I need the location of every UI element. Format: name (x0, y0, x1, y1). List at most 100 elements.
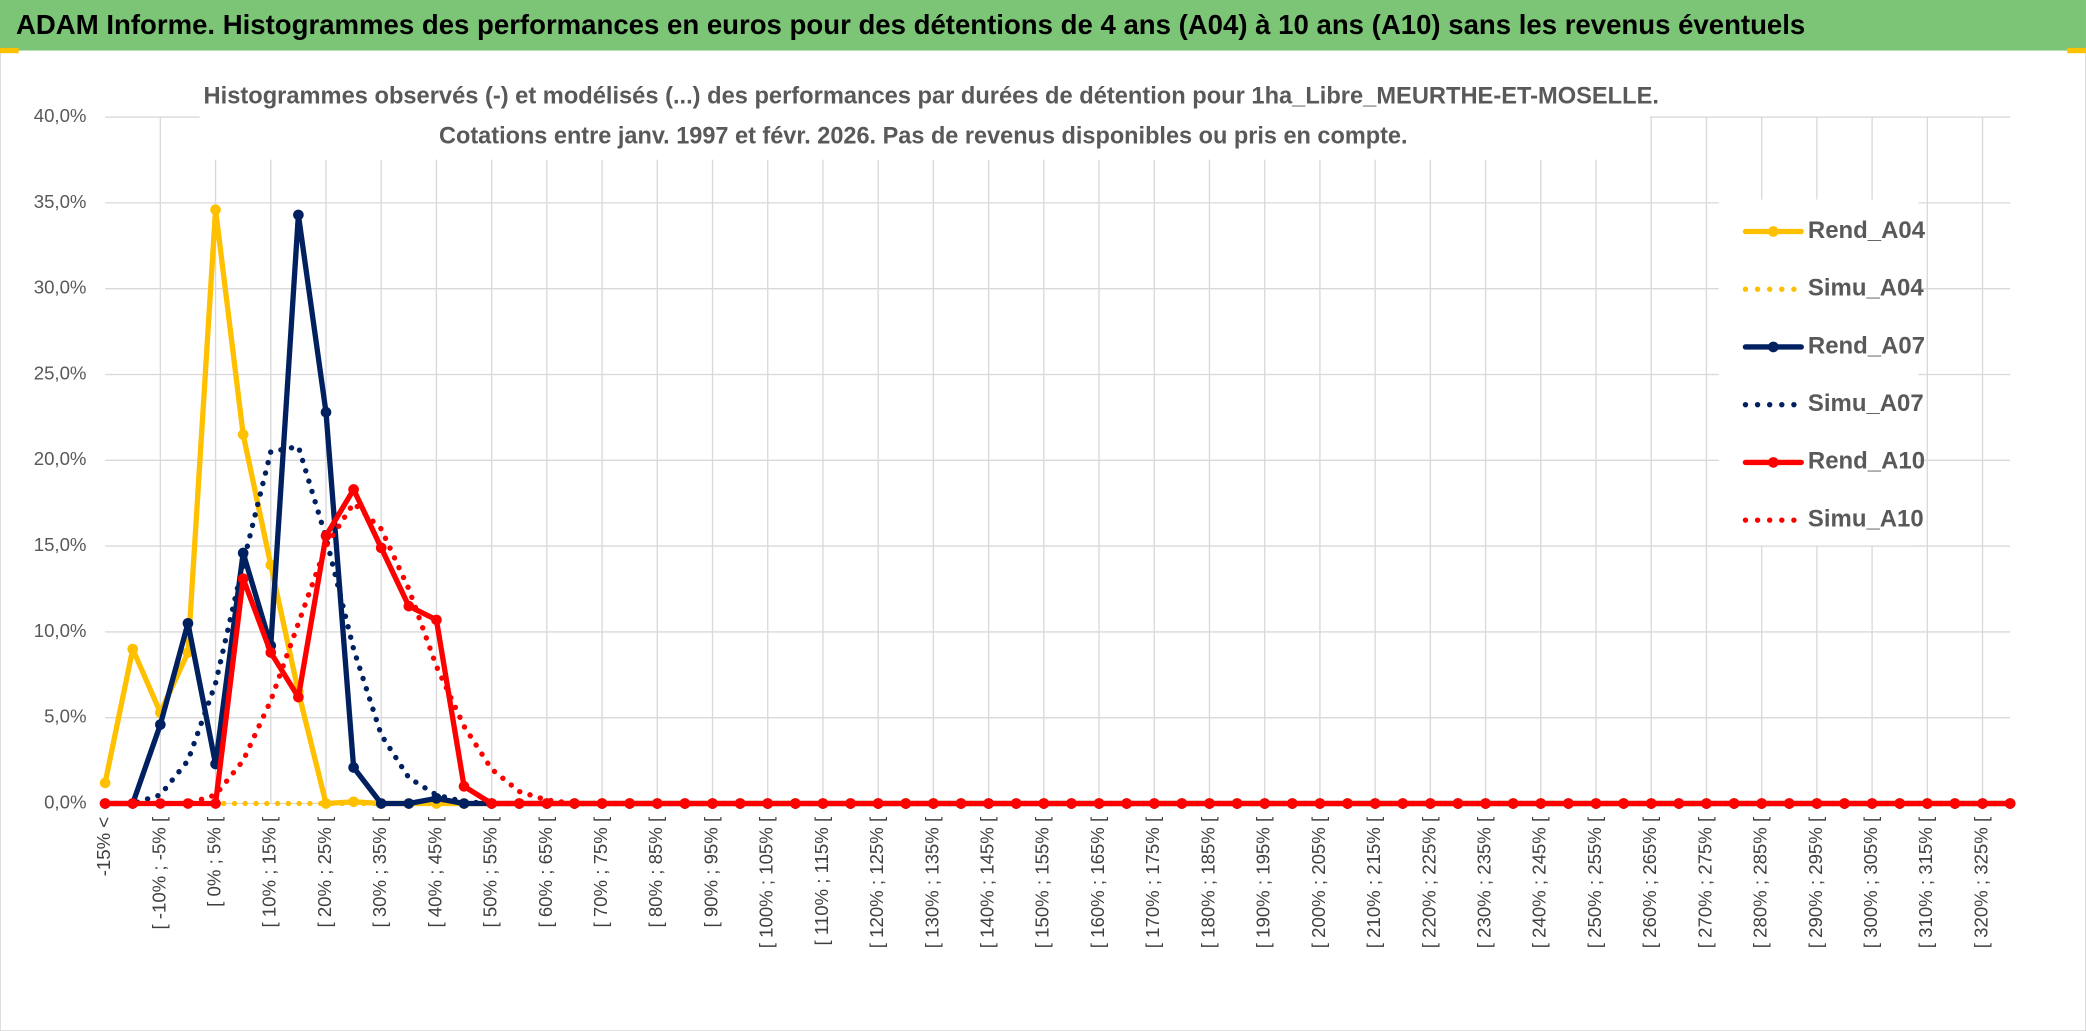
point-marker (1121, 798, 1132, 809)
point-marker (1259, 798, 1271, 809)
point-marker (375, 542, 387, 554)
point-marker (1866, 798, 1878, 809)
point-marker (790, 798, 801, 809)
point-marker (486, 798, 497, 809)
legend-label: Simu_A04 (1808, 275, 1924, 302)
x-tick-label: [ 170% ; 175% [ (1142, 816, 1163, 948)
point-marker (182, 618, 194, 629)
point-marker (320, 530, 332, 542)
x-tick-label: [ 300% ; 305% [ (1860, 816, 1881, 948)
point-marker (679, 798, 691, 809)
x-tick-label: [ 280% ; 285% [ (1750, 816, 1771, 948)
point-marker (1811, 798, 1823, 809)
legend-label: Rend_A04 (1808, 217, 1926, 244)
point-marker (127, 643, 139, 655)
point-marker (320, 406, 332, 418)
y-tick-label: 10,0% (34, 620, 87, 641)
point-marker (375, 798, 387, 809)
point-marker (210, 798, 221, 809)
point-marker (155, 719, 166, 730)
x-tick-label: [ 90% ; 95% [ (700, 816, 721, 928)
x-tick-label: [ 40% ; 45% [ (424, 816, 445, 928)
x-tick-label: [ 270% ; 275% [ (1694, 816, 1715, 948)
x-tick-label: [ -10% ; -5% [ (148, 816, 169, 930)
point-marker (431, 614, 442, 626)
point-marker (1231, 798, 1243, 809)
point-marker (2004, 798, 2016, 809)
y-tick-label: 35,0% (34, 191, 87, 212)
point-marker (348, 484, 359, 495)
point-marker (99, 777, 111, 789)
title-background (199, 77, 1650, 160)
y-tick-label: 40,0% (34, 105, 87, 126)
x-tick-label: [ 260% ; 265% [ (1639, 816, 1660, 948)
point-marker (1949, 798, 1961, 809)
legend-marker (1768, 226, 1779, 237)
legend-marker (1768, 341, 1779, 353)
x-tick-label: [ 220% ; 225% [ (1418, 816, 1439, 948)
point-marker (1066, 798, 1077, 809)
point-marker (293, 691, 304, 703)
x-tick-label: [ 50% ; 55% [ (480, 816, 501, 928)
point-marker (1314, 798, 1326, 809)
x-tick-label: [ 120% ; 125% [ (866, 816, 887, 948)
x-tick-label: [ 70% ; 75% [ (590, 816, 611, 928)
chart-title: Histogrammes observés (-) et modélisés (… (204, 82, 1659, 109)
x-tick-label: [ 240% ; 245% [ (1529, 816, 1550, 948)
legend-box (1718, 199, 1919, 546)
x-tick-label: [ 60% ; 65% [ (535, 816, 556, 928)
y-tick-label: 15,0% (34, 534, 87, 555)
y-tick-label: 20,0% (34, 448, 87, 469)
point-marker (458, 781, 470, 792)
point-marker (320, 798, 332, 809)
x-tick-label: [ 150% ; 155% [ (1032, 816, 1053, 948)
legend-label: Rend_A07 (1808, 332, 1925, 359)
point-marker (928, 798, 939, 809)
y-tick-label: 0,0% (44, 791, 86, 812)
point-marker (1618, 798, 1629, 809)
point-marker (1673, 798, 1685, 809)
x-tick-label: [ 20% ; 25% [ (314, 816, 335, 928)
point-marker (1369, 798, 1381, 809)
legend-label: Simu_A10 (1808, 505, 1924, 532)
x-tick-label: [ 250% ; 255% [ (1584, 816, 1605, 948)
x-tick-label: [ 30% ; 35% [ (369, 816, 390, 928)
chart-subtitle: Cotations entre janv. 1997 et févr. 2026… (439, 122, 1407, 149)
point-marker (1425, 798, 1436, 809)
point-marker (403, 798, 415, 809)
x-tick-label: [ 180% ; 185% [ (1197, 816, 1218, 948)
x-tick-label: [ 10% ; 15% [ (259, 816, 280, 928)
x-tick-label: [ 160% ; 165% [ (1087, 816, 1108, 948)
x-tick-label: [ 110% ; 115% [ (811, 816, 832, 945)
y-tick-label: 30,0% (34, 277, 87, 298)
point-marker (1701, 798, 1712, 809)
header-bar (0, 0, 2086, 51)
corner (0, 47, 19, 54)
point-marker (127, 798, 139, 809)
x-tick-label: [ 190% ; 195% [ (1253, 816, 1274, 948)
x-tick-label: [ 210% ; 215% [ (1363, 816, 1384, 948)
header-title: ADAM Informe. Histogrammes des performan… (16, 9, 1805, 40)
x-tick-label: [ 80% ; 85% [ (645, 816, 666, 928)
point-marker (513, 798, 525, 809)
legend-marker (1768, 457, 1779, 468)
point-marker (237, 429, 249, 440)
point-marker (624, 798, 636, 809)
y-tick-label: 25,0% (34, 362, 87, 383)
x-tick-label: [ 100% ; 105% [ (756, 816, 777, 948)
x-tick-label: -15% < (93, 817, 114, 876)
point-marker (872, 798, 884, 809)
legend: Rend_A04 Simu_A04 Rend_A07 Simu_A07 Rend_A10… (1742, 217, 1926, 532)
point-marker (1176, 798, 1188, 809)
simulated-line (102, 500, 2013, 807)
point-marker (983, 798, 994, 809)
x-tick-label: [ 0% ; 5% [ (203, 816, 224, 907)
point-marker (237, 573, 249, 585)
point-marker (817, 798, 829, 809)
y-tick-label: 5,0% (44, 706, 86, 727)
x-tick-label: [ 290% ; 295% [ (1805, 816, 1826, 948)
point-marker (210, 204, 221, 216)
x-tick-label: [ 320% ; 325% [ (1970, 816, 1991, 948)
